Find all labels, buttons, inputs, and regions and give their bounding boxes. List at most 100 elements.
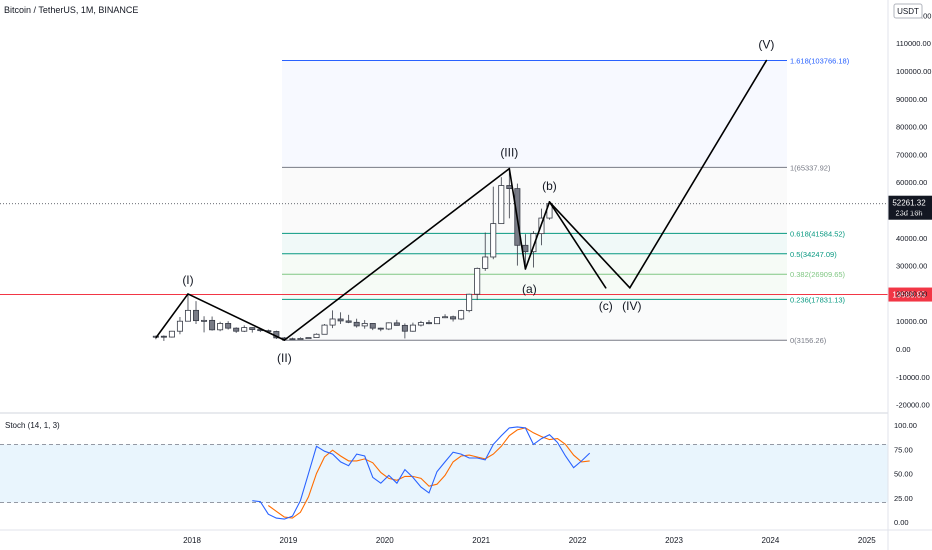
candle-body [450,316,457,320]
price-tick-label: 60000.00 [896,178,927,187]
stoch-axis: 100.00 75.00 50.00 25.00 0.00 [894,421,917,527]
fib-zone-1 [282,167,787,234]
candle-body [289,338,296,341]
candle [305,337,312,340]
candle [329,310,336,329]
candle-body [522,244,529,253]
candle-body [337,318,344,322]
stoch-tick-label: 25.00 [894,494,913,503]
price-tick-label: 10000.00 [896,317,927,326]
price-tick-label: 40000.00 [896,234,927,243]
candle-body [393,322,400,326]
candle [313,333,320,339]
candle-body [217,323,224,331]
candle [193,301,200,324]
price-tick-label: 30000.00 [896,262,927,271]
fib-background [282,60,787,341]
candle-body [401,324,408,332]
candle [425,320,432,325]
stoch-pane [0,426,888,520]
wave-label: (b) [542,179,557,193]
wave-segment [524,201,551,270]
price-tick-label: 0.00 [896,345,911,354]
candle-body [168,330,175,338]
wave-label: (c) [599,299,613,313]
candle-body [377,327,384,330]
candle-body [482,256,489,269]
price-tick-label: 110000.00 [896,39,931,48]
fib-zone-mid [282,253,787,300]
bar-countdown-label: 23d 16h [895,209,922,218]
candle-body [506,185,513,189]
price-tick-label: -10000.00 [896,373,930,382]
candle-body [530,233,537,253]
wave-label: (III) [500,146,518,160]
candle [369,323,376,331]
candle [474,267,481,301]
candle-body [434,317,441,325]
candle-body [466,293,473,312]
candle [160,335,167,341]
time-tick-label: 2018 [183,536,201,545]
wave-label: (I) [182,273,193,287]
price-tick-label: 80000.00 [896,123,927,132]
symbol-title: Bitcoin / TetherUS, 1M, BINANCE [4,5,138,15]
fib-level-label: 0.382(26909.65) [790,270,846,279]
candle-body [184,309,191,322]
elliott-wave-lines [155,59,768,341]
candle-body [474,267,481,295]
candle-body [425,322,432,325]
candle [225,321,232,330]
time-axis: 2018 2019 2020 2021 2022 2023 2024 2025 [183,536,876,545]
candle [345,314,352,324]
fib-zone-lower [282,299,787,341]
stoch-band [0,444,888,503]
time-tick-label: 2020 [376,536,394,545]
stoch-title: Stoch (14, 1, 3) [5,421,60,430]
candle-body [442,316,449,319]
wave-label: (IV) [622,299,641,313]
candle [385,322,392,331]
candle-body [345,320,352,323]
currency-label: USDT [897,7,919,16]
candle-body [313,333,320,339]
fib-level-label: 1(65337.92) [790,163,831,172]
candle [393,319,400,326]
candle [168,330,175,338]
candle [434,317,441,325]
price-tick-label: -20000.00 [896,401,930,410]
wave-segment [187,293,286,341]
time-tick-label: 2021 [472,536,490,545]
wave-label: (II) [277,351,292,365]
wave-segment [155,293,189,339]
elliott-wave-labels: (I) (II) (III) (a) (b) (c) (IV) (V) [182,38,774,366]
candle [498,177,505,225]
candle [337,312,344,324]
candle [249,327,256,333]
wave-segment [508,167,527,270]
candle-body [498,185,505,225]
candle [321,323,328,335]
candle-body [385,322,392,330]
resistance-line: 19588.85 [0,287,932,302]
stoch-d-line [267,427,590,519]
candle [401,323,408,339]
wave-label: (V) [758,38,774,52]
candle-body [209,319,216,331]
candle-body [201,319,208,322]
candle-body [160,335,167,338]
candle-body [458,310,465,320]
wave-segment [548,201,631,289]
candle [417,320,424,327]
candle-body [225,323,232,329]
resistance-price-tag [888,287,932,302]
time-tick-label: 2025 [858,536,876,545]
stoch-k-line [252,426,591,520]
fib-labels: 1.618(103766.18) 1(65337.92) 0.618(41584.5… [790,57,850,346]
currency-button[interactable]: USDT [893,3,923,19]
fib-level-label: 0(3156.26) [790,336,827,345]
resistance-price-label: 19588.85 [892,291,926,300]
stoch-tick-label: 0.00 [894,518,909,527]
